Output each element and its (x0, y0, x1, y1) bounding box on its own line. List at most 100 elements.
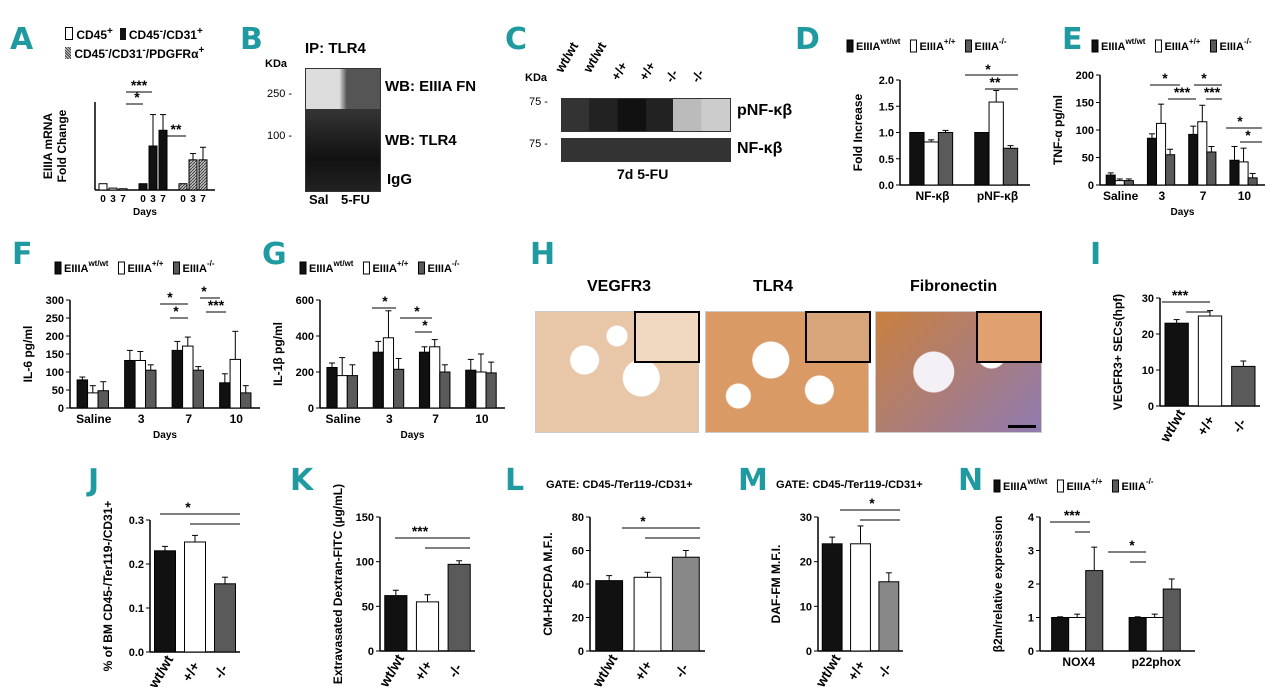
bar (145, 369, 157, 409)
legend-swatch (1154, 39, 1162, 53)
x-tick-label: Saline (1103, 189, 1139, 203)
y-tick-label: 150 (1076, 98, 1094, 110)
bar (1247, 177, 1258, 186)
bar (198, 159, 208, 191)
legend-swatch (54, 261, 62, 275)
legend-label: EIIIA (182, 263, 207, 275)
y-axis-label: % of BM CD45-/Ter119-/CD31+ (101, 501, 115, 672)
bar (372, 351, 384, 409)
legend-superscript: wt/wt (332, 259, 353, 268)
bar (909, 132, 925, 186)
y-tick-label: 20 (1142, 329, 1154, 341)
bar (937, 132, 954, 186)
legend-label: CD45 (128, 28, 160, 42)
significance-star: * (1201, 70, 1207, 86)
y-tick-label: 200 (46, 331, 64, 343)
legend-label: CD45 (76, 28, 108, 42)
panel-c-blot: KDa 75 - 75 - wt/wt wt/wt +/+ +/+ -/- -/… (525, 39, 795, 190)
bar (326, 367, 338, 409)
y-tick-label: 50 (52, 385, 64, 397)
blot-band-bottom (561, 138, 731, 162)
bar (124, 359, 136, 409)
bar (336, 375, 348, 409)
legend-label: EIIIA (1101, 41, 1126, 53)
bar (148, 145, 158, 191)
panel-label-a: A (10, 22, 34, 57)
x-tick-label: +/+ (631, 658, 655, 684)
x-tick-label: 10 (475, 412, 489, 426)
y-tick-label: 0 (806, 646, 812, 658)
bar (1002, 147, 1019, 186)
legend-superscript: wt/wt (87, 259, 108, 268)
x-tick-label: +/+ (411, 658, 435, 684)
gate-label-m: GATE: CD45-/Ter119-/CD31+ (776, 479, 923, 491)
bar (97, 390, 109, 409)
significance-star: * (134, 89, 140, 105)
bar (415, 601, 440, 652)
bar (229, 358, 242, 409)
y-axis-label: Extravasated Dextran-FITC (µg/mL) (331, 484, 345, 684)
x-tick-label: 7 (200, 194, 206, 205)
blot-band-top (561, 98, 731, 132)
bar (1197, 315, 1223, 407)
legend-sup: + (196, 26, 203, 37)
bar (188, 159, 198, 191)
bar (1123, 180, 1134, 186)
x-tick-label: 3 (386, 412, 393, 426)
panel-label-b: B (240, 22, 263, 57)
legend-label: EIIIA (1121, 481, 1146, 493)
significance-star: * (1129, 537, 1135, 553)
x-tick-label: 10 (1238, 189, 1252, 203)
legend-label: EIIIA (1219, 41, 1244, 53)
bar (418, 351, 431, 409)
y-tick-label: 50 (1082, 153, 1094, 165)
significance-star: *** (1064, 507, 1081, 523)
bar (98, 183, 108, 191)
x-tick-label: -/- (874, 660, 895, 680)
legend-superscript: wt/wt (879, 37, 900, 46)
legend-label: EIIIA (372, 263, 397, 275)
x-tick-label: -/- (210, 661, 231, 681)
y-axis-label: β2m/relative expression (991, 516, 1005, 653)
bar (108, 187, 118, 191)
y-tick-label: 0 (1028, 646, 1034, 658)
y-tick-label: 20 (572, 613, 584, 625)
y-tick-label: 100 (356, 557, 374, 569)
legend-label: EIIIA (127, 263, 152, 275)
legend-superscript: -/- (452, 259, 460, 268)
panel-label-j: J (88, 463, 100, 498)
bar (988, 101, 1004, 186)
legend-label: EIIIA (1164, 41, 1189, 53)
bar (1164, 322, 1189, 407)
bar (154, 550, 176, 653)
kda-label: KDa (525, 72, 548, 84)
bar (87, 392, 99, 409)
significance-star: * (985, 61, 991, 77)
legend-sup: - (105, 45, 109, 56)
y-tick-label: 2 (1028, 579, 1034, 591)
bar (1238, 161, 1249, 186)
x-tick-label: -/- (1229, 415, 1250, 435)
image-title: Fibronectin (910, 278, 998, 295)
x-axis-label: Days (153, 430, 177, 441)
bar (595, 580, 624, 652)
x-tick-label: 3 (138, 412, 145, 426)
bar (393, 368, 405, 409)
legend-superscript: -/- (1146, 477, 1154, 486)
bar (1197, 121, 1208, 186)
significance-star: * (422, 317, 428, 333)
legend-swatch-black (119, 28, 126, 40)
legend-swatch (993, 479, 1001, 493)
x-tick-label: 3 (110, 194, 116, 205)
inset-vegfr3 (634, 311, 700, 363)
x-tick-label: 3 (1159, 189, 1166, 203)
bar (182, 345, 194, 409)
y-tick-label: 1 (1028, 613, 1034, 625)
significance-star: *** (131, 77, 148, 93)
bar (1114, 180, 1125, 186)
x-axis-label: Days (1171, 207, 1195, 218)
x-tick-label: +/+ (179, 659, 203, 685)
legend-swatch (1091, 39, 1099, 53)
bar (118, 188, 128, 191)
blot-title: IP: TLR4 (305, 40, 366, 57)
